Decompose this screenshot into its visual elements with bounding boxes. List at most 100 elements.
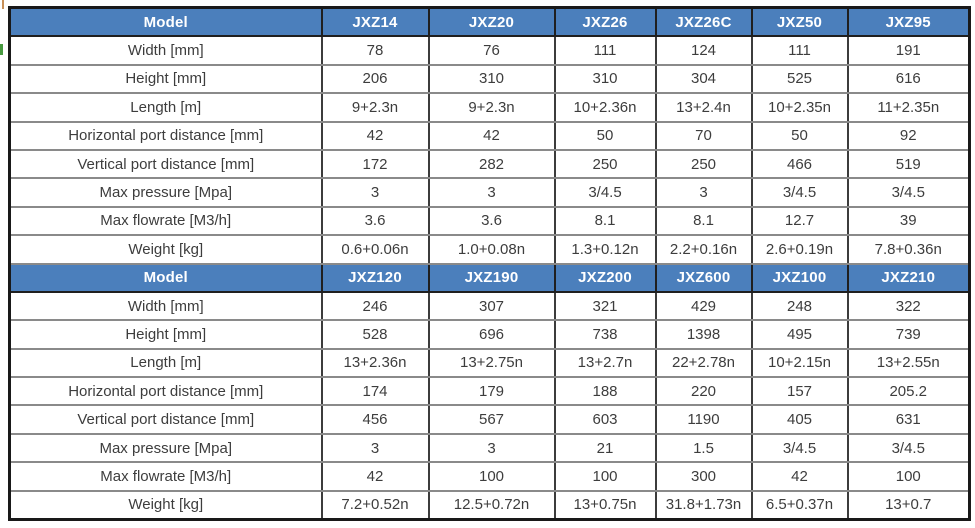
value-cell: 10+2.15n [750, 347, 849, 379]
value-cell: 13+0.75n [553, 489, 657, 521]
row-label-cell: Weight [kg] [8, 489, 323, 521]
row-label-cell: Max pressure [Mpa] [8, 177, 323, 208]
value-cell: 31.8+1.73n [654, 489, 753, 521]
value-cell: 13+2.36n [320, 347, 430, 379]
value-cell: 39 [846, 205, 971, 237]
top-left-corner-mark [2, 0, 4, 9]
model-header-row: Model JXZ14 JXZ20 JXZ26 JXZ26C JXZ50 JXZ95 [8, 6, 971, 38]
value-cell: 1398 [654, 319, 753, 350]
value-cell: 3.6 [427, 205, 556, 237]
value-cell: 42 [750, 461, 849, 492]
row-label-cell: Height [mm] [8, 63, 323, 95]
value-cell: 1.0+0.08n [427, 234, 556, 265]
table-row: Vertical port distance [mm] 456 567 603 1190… [8, 404, 971, 435]
value-cell: 246 [320, 290, 430, 322]
value-cell: 13+2.4n [654, 92, 753, 123]
value-cell: 191 [846, 35, 971, 66]
value-cell: 429 [654, 290, 753, 322]
value-cell: 8.1 [654, 205, 753, 237]
value-cell: 2.2+0.16n [654, 234, 753, 265]
model-header-row: Model JXZ120 JXZ190 JXZ200 JXZ600 JXZ100 JXZ21… [8, 262, 971, 293]
value-cell: 13+0.7 [846, 489, 971, 521]
value-cell: 310 [553, 63, 657, 95]
value-cell: 42 [320, 461, 430, 492]
value-cell: 205.2 [846, 376, 971, 407]
value-cell: 188 [553, 376, 657, 407]
value-cell: 220 [654, 376, 753, 407]
value-cell: 7.8+0.36n [846, 234, 971, 265]
value-cell: 10+2.36n [553, 92, 657, 123]
value-cell: 50 [750, 120, 849, 151]
value-cell: 3 [320, 177, 430, 208]
value-cell: 466 [750, 148, 849, 180]
model-name-cell: JXZ200 [553, 262, 657, 293]
value-cell: 519 [846, 148, 971, 180]
value-cell: 7.2+0.52n [320, 489, 430, 521]
table-row: Length [m] 9+2.3n 9+2.3n 10+2.36n 13+2.4n 10+… [8, 92, 971, 123]
value-cell: 696 [427, 319, 556, 350]
model-name-cell: JXZ20 [427, 6, 556, 38]
row-label-cell: Weight [kg] [8, 234, 323, 265]
value-cell: 1.5 [654, 432, 753, 464]
value-cell: 100 [846, 461, 971, 492]
value-cell: 50 [553, 120, 657, 151]
table-row: Weight [kg] 7.2+0.52n 12.5+0.72n 13+0.75n 31… [8, 489, 971, 521]
value-cell: 2.6+0.19n [750, 234, 849, 265]
value-cell: 3 [320, 432, 430, 464]
value-cell: 42 [320, 120, 430, 151]
value-cell: 456 [320, 404, 430, 435]
value-cell: 13+2.75n [427, 347, 556, 379]
value-cell: 3 [427, 432, 556, 464]
value-cell: 100 [553, 461, 657, 492]
row-label-cell: Max pressure [Mpa] [8, 432, 323, 464]
value-cell: 11+2.35n [846, 92, 971, 123]
row-label-cell: Length [m] [8, 92, 323, 123]
table-row: Height [mm] 206 310 310 304 525 616 [8, 63, 971, 95]
value-cell: 92 [846, 120, 971, 151]
value-cell: 157 [750, 376, 849, 407]
model-name-cell: JXZ26 [553, 6, 657, 38]
value-cell: 528 [320, 319, 430, 350]
value-cell: 42 [427, 120, 556, 151]
value-cell: 250 [553, 148, 657, 180]
model-header-label: Model [8, 262, 323, 293]
value-cell: 22+2.78n [654, 347, 753, 379]
value-cell: 174 [320, 376, 430, 407]
value-cell: 525 [750, 63, 849, 95]
table-row: Vertical port distance [mm] 172 282 250 250 4… [8, 148, 971, 180]
model-name-cell: JXZ100 [750, 262, 849, 293]
table-row: Max pressure [Mpa] 3 3 21 1.5 3/4.5 3/4.5 [8, 432, 971, 464]
row-label-cell: Width [mm] [8, 290, 323, 322]
value-cell: 250 [654, 148, 753, 180]
table-row: Horizontal port distance [mm] 42 42 50 70 50 9… [8, 120, 971, 151]
model-name-cell: JXZ600 [654, 262, 753, 293]
value-cell: 124 [654, 35, 753, 66]
row-label-cell: Width [mm] [8, 35, 323, 66]
value-cell: 739 [846, 319, 971, 350]
table-row: Max flowrate [M3/h] 3.6 3.6 8.1 8.1 12.7 39 [8, 205, 971, 237]
value-cell: 9+2.3n [320, 92, 430, 123]
model-name-cell: JXZ50 [750, 6, 849, 38]
model-spec-table: Model JXZ14 JXZ20 JXZ26 JXZ26C JXZ50 JXZ95 Widt… [8, 6, 971, 522]
row-label-cell: Vertical port distance [mm] [8, 148, 323, 180]
model-name-cell: JXZ210 [846, 262, 971, 293]
value-cell: 13+2.7n [553, 347, 657, 379]
value-cell: 248 [750, 290, 849, 322]
value-cell: 8.1 [553, 205, 657, 237]
value-cell: 3 [654, 177, 753, 208]
value-cell: 111 [553, 35, 657, 66]
model-name-cell: JXZ120 [320, 262, 430, 293]
value-cell: 206 [320, 63, 430, 95]
row-label-cell: Horizontal port distance [mm] [8, 120, 323, 151]
model-name-cell: JXZ95 [846, 6, 971, 38]
value-cell: 310 [427, 63, 556, 95]
left-edge-green-mark [0, 44, 3, 55]
value-cell: 631 [846, 404, 971, 435]
value-cell: 282 [427, 148, 556, 180]
value-cell: 13+2.55n [846, 347, 971, 379]
row-label-cell: Height [mm] [8, 319, 323, 350]
value-cell: 78 [320, 35, 430, 66]
value-cell: 172 [320, 148, 430, 180]
value-cell: 322 [846, 290, 971, 322]
